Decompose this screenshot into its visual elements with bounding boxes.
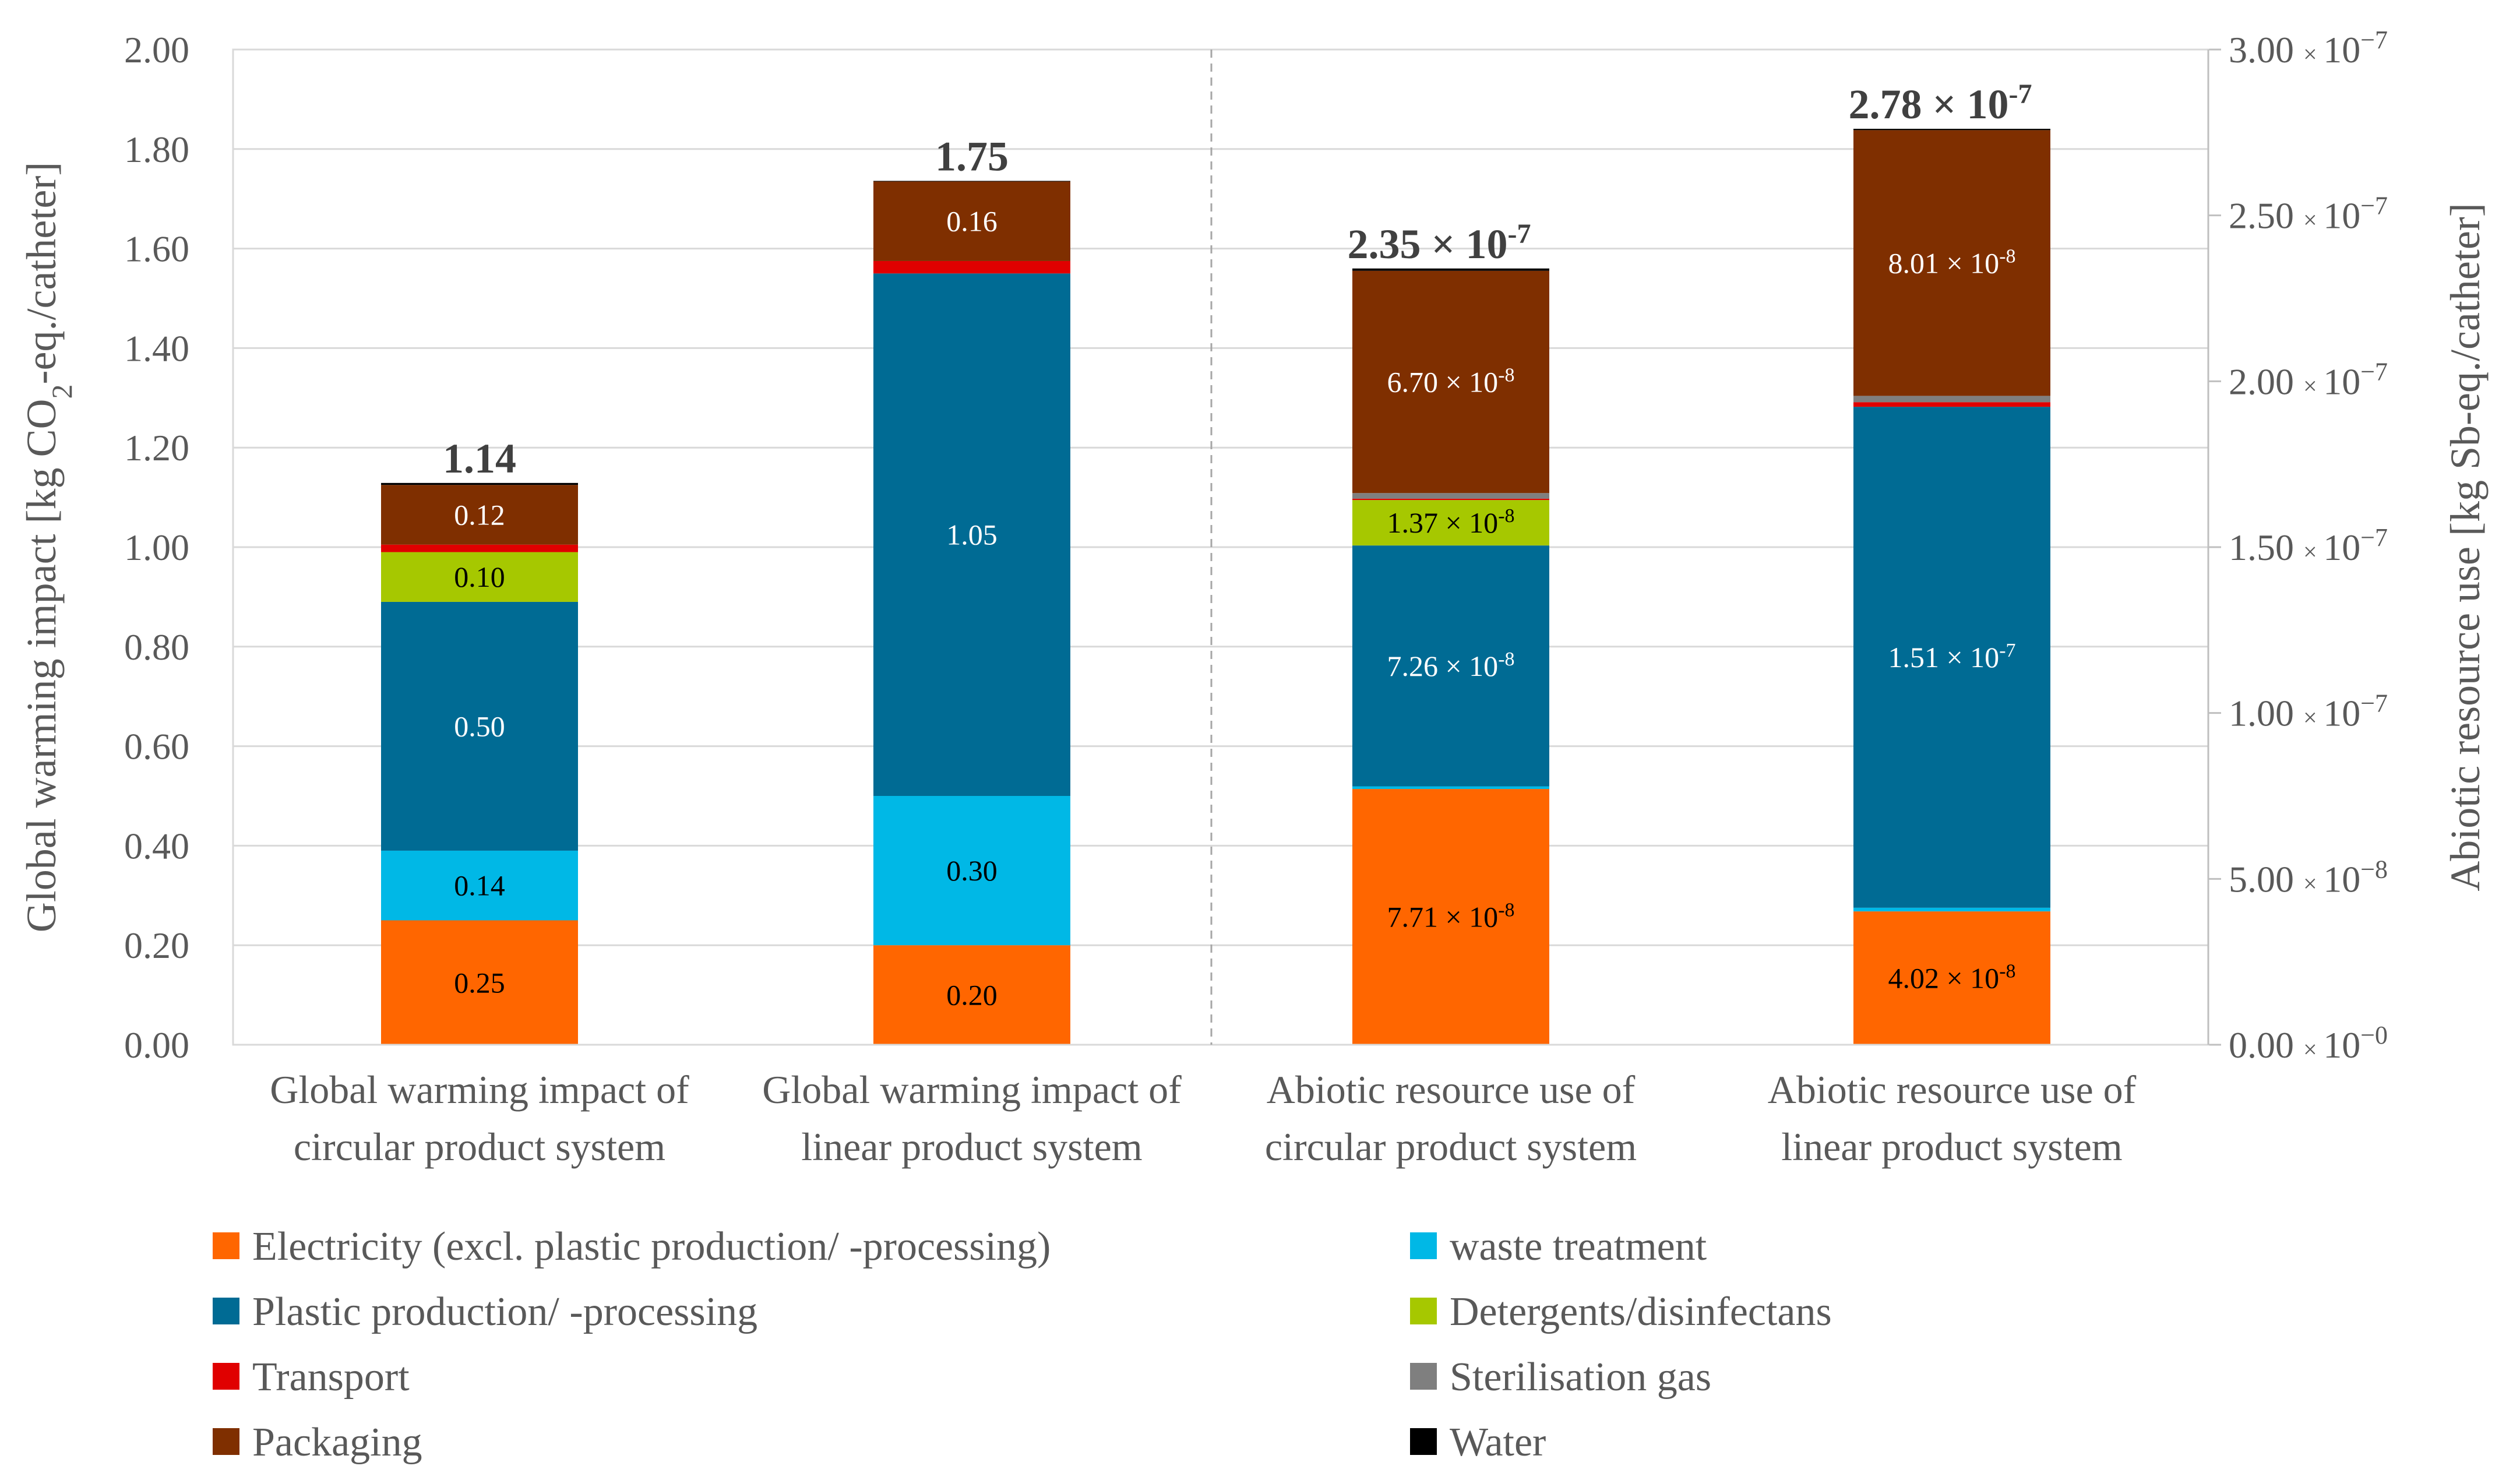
category-label: Abiotic resource use of (1267, 1067, 1636, 1112)
bar-segment-electricity-excl-plastic-production-processing (1352, 789, 1549, 1045)
legend-label: Plastic production/ -processing (252, 1289, 757, 1334)
bar-segment-transport (873, 260, 1070, 274)
bar-segment-sterilisation-gas (1853, 396, 2050, 403)
right-tick-label: 1.50 × 10−7 (2229, 523, 2388, 569)
bar-segment-water (1853, 129, 2050, 131)
total-label: 2.78 × 10-7 (1848, 79, 2032, 128)
bar-segment-electricity-excl-plastic-production-processing (1853, 911, 2050, 1045)
data-label: 8.01 × 10-8 (1888, 245, 2015, 280)
left-tick-label: 0.00 (124, 1024, 189, 1066)
legend-label: Sterilisation gas (1450, 1355, 1711, 1400)
data-label: 0.30 (946, 854, 998, 887)
legend-label: Detergents/disinfectans (1450, 1289, 1832, 1334)
axes: 0.00 0.20 0.40 0.60 0.80 1.00 1.20 1.40 1.60 1.80… (18, 26, 2489, 1169)
right-tick-label: 5.00 × 10−8 (2229, 855, 2388, 900)
right-tick-label: 1.00 × 10−7 (2229, 689, 2388, 734)
bars (381, 129, 2050, 1045)
bar-segment-packaging (381, 485, 578, 545)
legend-swatch (213, 1428, 239, 1455)
left-tick-label: 1.00 (124, 527, 189, 568)
legend-label: Packaging (252, 1420, 422, 1465)
category-label: circular product system (1265, 1125, 1637, 1169)
data-label: 1.05 (946, 519, 998, 551)
total-label: 1.14 (443, 435, 516, 482)
right-tick-label: 2.00 × 10−7 (2229, 357, 2388, 403)
bar-segment-plastic-production-processing (381, 601, 578, 851)
legend-label: Transport (252, 1355, 410, 1400)
category-label: linear product system (1781, 1125, 2122, 1169)
left-tick-label: 1.60 (124, 228, 189, 270)
left-axis-title: Global warming impact [kg CO2-eq./cathet… (18, 162, 78, 933)
data-label: 0.20 (946, 979, 998, 1012)
bar-segment-packaging (873, 181, 1070, 261)
bar-segment-plastic-production-processing (1853, 407, 2050, 908)
bar-segment-waste-treatment (1352, 786, 1549, 790)
data-label: 7.71 × 10-8 (1387, 899, 1514, 933)
right-tick-label: 2.50 × 10−7 (2229, 191, 2388, 237)
category-label: Abiotic resource use of (1768, 1067, 2137, 1112)
legend-swatch (1410, 1232, 1437, 1259)
data-label: 0.12 (454, 498, 505, 531)
bar-segment-transport (1853, 402, 2050, 407)
legend-swatch (1410, 1298, 1437, 1324)
right-axis-title: Abiotic resource use [kg Sb-eq./catheter… (2442, 203, 2489, 891)
data-label: 7.26 × 10-8 (1387, 648, 1514, 682)
left-tick-label: 0.80 (124, 626, 189, 668)
left-tick-label: 0.40 (124, 825, 189, 866)
bar-segment-waste-treatment (381, 850, 578, 921)
bar-segment-electricity-excl-plastic-production-processing (381, 920, 578, 1045)
legend-label: waste treatment (1450, 1224, 1707, 1269)
legend: Electricity (excl. plastic production/ -… (213, 1224, 1832, 1465)
data-label: 0.10 (454, 561, 505, 593)
data-label: 0.16 (946, 205, 998, 238)
legend-label: Electricity (excl. plastic production/ -… (252, 1224, 1051, 1269)
legend-swatch (213, 1298, 239, 1324)
bar-segment-transport (381, 544, 578, 552)
category-label: Global warming impact of (270, 1067, 689, 1112)
bar-segment-sterilisation-gas (1352, 493, 1549, 499)
bar-segment-packaging (1352, 270, 1549, 494)
bar-segment-water (1352, 268, 1549, 271)
total-label: 1.75 (935, 133, 1009, 179)
data-label: 0.14 (454, 869, 505, 902)
right-tick-label: 3.00 × 10−7 (2229, 26, 2388, 71)
data-label: 0.50 (454, 710, 505, 742)
labels: 0.25 0.14 0.50 0.10 0.12 1.14 0.20 0.30 1.05 0.16… (443, 79, 2032, 1012)
data-label: 6.70 × 10-8 (1387, 364, 1514, 399)
category-label: linear product system (801, 1125, 1142, 1169)
category-label: Global warming impact of (762, 1067, 1182, 1112)
bar-segment-detergents-disinfectans (381, 552, 578, 602)
data-label: 0.25 (454, 966, 505, 999)
legend-swatch (213, 1363, 239, 1390)
bar-segment-waste-treatment (873, 796, 1070, 946)
bar-segment-plastic-production-processing (873, 273, 1070, 796)
left-tick-label: 2.00 (124, 29, 189, 71)
left-tick-label: 1.20 (124, 427, 189, 468)
category-label: circular product system (294, 1125, 665, 1169)
legend-swatch (213, 1232, 239, 1259)
right-tick-label: 0.00 × 10−0 (2229, 1021, 2388, 1066)
left-tick-label: 0.60 (124, 726, 189, 767)
left-tick-label: 1.80 (124, 129, 189, 170)
legend-swatch (1410, 1428, 1437, 1455)
data-label: 4.02 × 10-8 (1888, 960, 2015, 995)
legend-label: Water (1450, 1420, 1546, 1465)
bar-segment-water (381, 482, 578, 485)
data-label: 1.37 × 10-8 (1387, 505, 1514, 540)
bar-segment-transport (1352, 498, 1549, 501)
bar-segment-detergents-disinfectans (1352, 500, 1549, 546)
left-tick-label: 1.40 (124, 327, 189, 369)
total-label: 2.35 × 10-7 (1347, 218, 1531, 267)
bar-segment-electricity-excl-plastic-production-processing (873, 945, 1070, 1045)
bar-segment-plastic-production-processing (1352, 545, 1549, 787)
bar-segment-waste-treatment (1853, 907, 2050, 912)
bar-segment-packaging (1853, 130, 2050, 396)
data-label: 1.51 × 10-7 (1888, 640, 2015, 674)
left-tick-label: 0.20 (124, 925, 189, 966)
legend-swatch (1410, 1363, 1437, 1390)
